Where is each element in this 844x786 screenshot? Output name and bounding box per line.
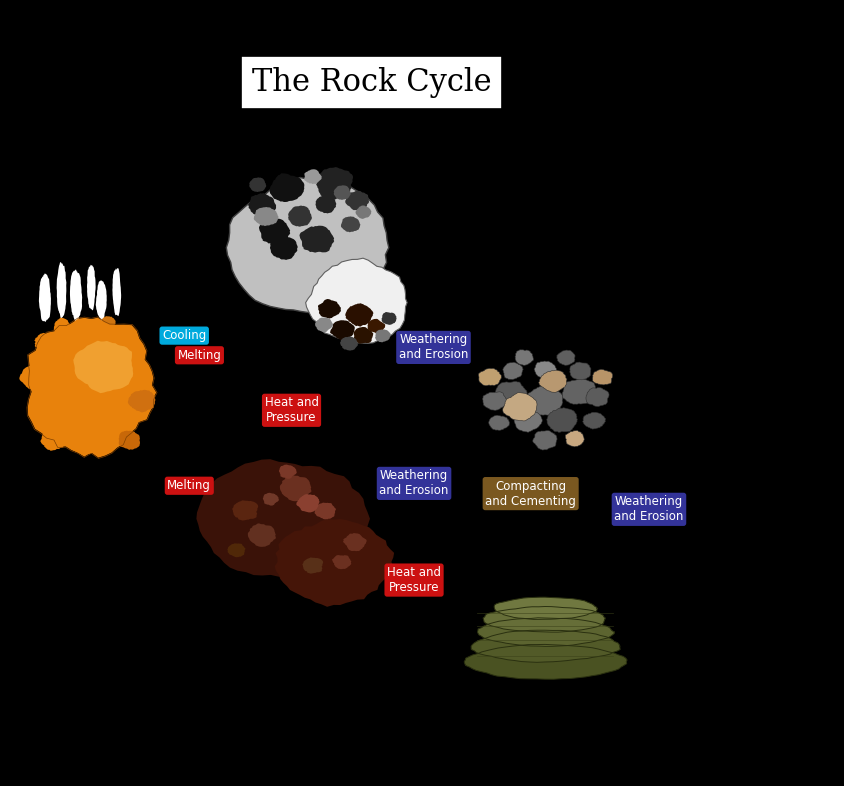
Polygon shape — [262, 493, 279, 505]
Text: Cooling: Cooling — [162, 329, 206, 342]
Polygon shape — [526, 386, 562, 416]
Polygon shape — [561, 379, 595, 404]
Polygon shape — [345, 191, 369, 210]
Polygon shape — [227, 543, 246, 557]
Polygon shape — [582, 412, 605, 429]
Polygon shape — [316, 167, 353, 200]
Polygon shape — [302, 557, 322, 574]
Polygon shape — [101, 316, 116, 329]
Polygon shape — [514, 350, 533, 365]
Polygon shape — [41, 430, 65, 450]
Polygon shape — [556, 350, 575, 365]
Polygon shape — [355, 205, 371, 219]
Polygon shape — [502, 362, 522, 380]
Polygon shape — [502, 393, 537, 421]
Polygon shape — [288, 206, 311, 226]
Polygon shape — [340, 216, 360, 233]
Polygon shape — [471, 630, 619, 663]
Polygon shape — [538, 370, 566, 392]
Polygon shape — [196, 459, 370, 578]
Polygon shape — [332, 555, 351, 569]
Polygon shape — [367, 319, 385, 333]
Text: Heat and
Pressure: Heat and Pressure — [264, 396, 318, 424]
Polygon shape — [354, 327, 373, 343]
Polygon shape — [592, 369, 612, 385]
Polygon shape — [495, 381, 527, 405]
Polygon shape — [253, 207, 279, 226]
Polygon shape — [343, 533, 366, 551]
Polygon shape — [112, 268, 121, 316]
Polygon shape — [513, 410, 542, 432]
Polygon shape — [317, 299, 341, 318]
Polygon shape — [585, 387, 609, 406]
Polygon shape — [339, 336, 357, 351]
Polygon shape — [482, 391, 506, 410]
Text: Weathering
and Erosion: Weathering and Erosion — [379, 469, 448, 498]
Polygon shape — [381, 312, 396, 325]
Polygon shape — [248, 193, 276, 215]
Polygon shape — [19, 365, 51, 391]
Text: Heat and
Pressure: Heat and Pressure — [387, 566, 441, 594]
Polygon shape — [569, 362, 590, 380]
Polygon shape — [28, 318, 156, 457]
Polygon shape — [565, 431, 584, 447]
Polygon shape — [35, 333, 56, 350]
Polygon shape — [478, 369, 500, 386]
Polygon shape — [279, 475, 311, 501]
Polygon shape — [95, 281, 106, 321]
Polygon shape — [127, 390, 155, 413]
Polygon shape — [57, 262, 67, 319]
Polygon shape — [274, 519, 393, 607]
Text: The Rock Cycle: The Rock Cycle — [252, 67, 491, 98]
Polygon shape — [269, 173, 304, 202]
Polygon shape — [463, 645, 626, 679]
Polygon shape — [53, 402, 121, 455]
Polygon shape — [249, 178, 266, 192]
Polygon shape — [533, 361, 556, 379]
Text: Melting: Melting — [167, 479, 211, 492]
Polygon shape — [270, 235, 297, 260]
Polygon shape — [494, 597, 597, 619]
Polygon shape — [488, 415, 509, 431]
Polygon shape — [315, 195, 336, 214]
Polygon shape — [258, 219, 289, 244]
Polygon shape — [345, 303, 373, 326]
Polygon shape — [247, 523, 276, 547]
Polygon shape — [73, 340, 133, 393]
Text: Weathering
and Erosion: Weathering and Erosion — [614, 495, 683, 523]
Polygon shape — [477, 618, 614, 646]
Polygon shape — [296, 494, 319, 512]
Polygon shape — [330, 320, 354, 340]
Polygon shape — [70, 270, 82, 322]
Polygon shape — [279, 465, 296, 479]
Polygon shape — [546, 408, 576, 432]
Polygon shape — [121, 332, 138, 345]
Polygon shape — [483, 607, 604, 632]
Polygon shape — [304, 169, 322, 184]
Text: Compacting
and Cementing: Compacting and Cementing — [484, 479, 576, 508]
Polygon shape — [54, 318, 70, 333]
Polygon shape — [87, 265, 95, 310]
Polygon shape — [226, 178, 388, 313]
Polygon shape — [39, 274, 51, 322]
Text: Melting: Melting — [177, 349, 221, 362]
Polygon shape — [315, 318, 333, 332]
Polygon shape — [314, 502, 336, 520]
Polygon shape — [532, 431, 556, 450]
Polygon shape — [118, 431, 140, 450]
Polygon shape — [232, 501, 258, 520]
Polygon shape — [375, 329, 391, 343]
Polygon shape — [306, 258, 407, 343]
Text: Weathering
and Erosion: Weathering and Erosion — [398, 333, 468, 362]
Polygon shape — [333, 185, 350, 200]
Polygon shape — [299, 226, 334, 252]
